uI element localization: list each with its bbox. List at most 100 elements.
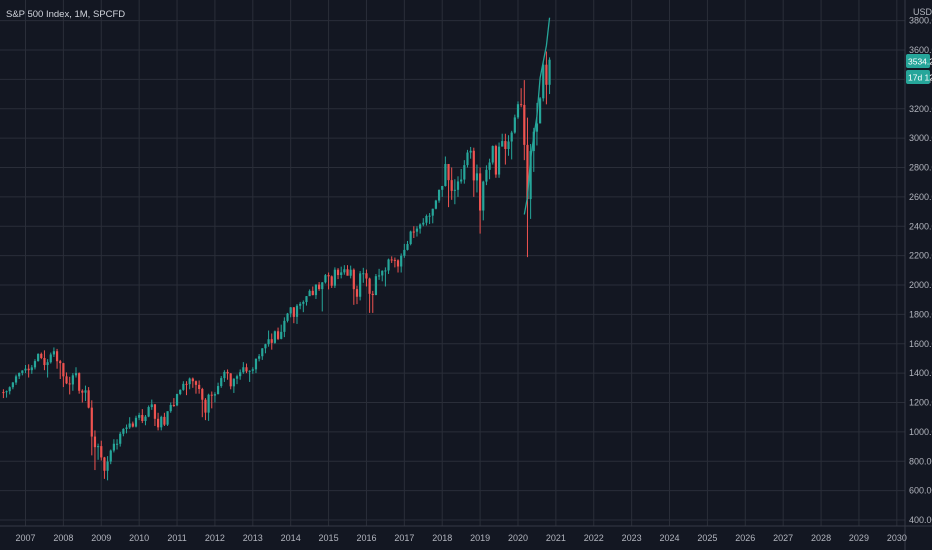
candle-body — [501, 141, 504, 147]
candle-body — [308, 290, 311, 297]
candle-body — [125, 427, 128, 429]
candle-body — [235, 376, 239, 379]
x-tick-label: 2018 — [432, 533, 452, 543]
candle-body — [198, 384, 201, 389]
x-tick-label: 2022 — [584, 533, 604, 543]
y-tick-label: 2600.00 — [909, 192, 932, 202]
candle-body — [115, 443, 119, 445]
candle-body — [267, 339, 270, 345]
candle-body — [21, 370, 24, 373]
countdown-label: 17d 12h — [908, 73, 932, 83]
candle-body — [131, 423, 134, 427]
candle-body — [141, 414, 144, 422]
x-tick-label: 2007 — [15, 533, 35, 543]
candle-body — [384, 270, 387, 272]
candle-body — [153, 404, 157, 419]
candle-body — [409, 231, 412, 245]
candle-body — [264, 344, 267, 349]
candle-body — [368, 278, 371, 294]
x-tick-label: 2019 — [470, 533, 490, 543]
candle-body — [194, 381, 198, 385]
candle-body — [65, 376, 68, 384]
x-tick-label: 2011 — [167, 533, 186, 543]
candle-body — [396, 260, 400, 267]
last-price-badge — [906, 54, 930, 68]
candle-body — [156, 418, 160, 428]
candle-body — [362, 273, 365, 275]
candle-body — [510, 132, 513, 142]
candle-body — [441, 186, 444, 190]
candle-body — [213, 394, 217, 396]
candle-body — [415, 228, 419, 232]
candle-body — [393, 259, 396, 261]
candle-body — [175, 393, 179, 406]
candle-body — [163, 416, 166, 425]
candle-body — [488, 162, 491, 170]
candle-body — [273, 331, 277, 343]
x-tick-label: 2013 — [243, 533, 263, 543]
candle-body — [513, 117, 516, 133]
candle-body — [27, 368, 30, 371]
countdown-badge — [906, 70, 930, 84]
candle-body — [292, 307, 295, 317]
y-tick-label: 3200.00 — [909, 104, 932, 114]
candle-body — [359, 273, 362, 297]
candle-body — [68, 383, 71, 385]
candle-body — [321, 282, 324, 290]
candle-body — [46, 362, 49, 366]
y-tick-label: 1200.00 — [909, 398, 932, 408]
candle-body — [11, 382, 14, 388]
candle-body — [30, 367, 33, 371]
x-tick-label: 2025 — [697, 533, 717, 543]
candle-body — [548, 59, 551, 85]
last-price-label: 3534.22 — [908, 57, 932, 67]
candle-body — [283, 320, 286, 332]
price-badges: 3534.22 17d 12h — [906, 54, 932, 84]
candle-body — [466, 152, 469, 166]
x-tick-label: 2023 — [622, 533, 642, 543]
candle-body — [377, 275, 381, 277]
candle-body — [422, 222, 425, 225]
candle-body — [258, 356, 261, 359]
y-tick-label: 400.00 — [909, 515, 932, 525]
candle-body — [469, 150, 472, 153]
candle-body — [37, 353, 40, 362]
candles — [2, 51, 551, 481]
candle-body — [210, 394, 213, 396]
candle-body — [138, 414, 141, 418]
x-tick-label: 2015 — [319, 533, 339, 543]
candle-body — [346, 269, 349, 276]
candle-body — [333, 269, 336, 286]
candle-body — [43, 357, 46, 366]
candle-body — [434, 200, 438, 209]
candle-body — [90, 407, 93, 437]
candle-body — [340, 272, 343, 276]
candle-body — [182, 383, 185, 390]
candle-body — [336, 269, 340, 276]
candle-body — [299, 303, 302, 306]
y-tick-label: 3800.00 — [909, 16, 932, 26]
candle-body — [232, 378, 235, 387]
candle-body — [450, 180, 453, 191]
candle-body — [103, 457, 106, 471]
candle-body — [185, 383, 188, 385]
candle-body — [289, 307, 292, 314]
candle-body — [460, 179, 463, 182]
candle-body — [100, 446, 103, 458]
candle-body — [516, 104, 520, 118]
candle-body — [229, 373, 232, 387]
candle-body — [295, 305, 299, 317]
candle-body — [425, 215, 428, 223]
candle-body — [497, 146, 501, 175]
candle-body — [387, 259, 390, 271]
x-tick-label: 2010 — [129, 533, 149, 543]
candle-body — [248, 370, 251, 372]
candle-body — [78, 373, 81, 391]
candle-body — [482, 181, 485, 211]
x-tick-label: 2012 — [205, 533, 225, 543]
x-tick-label: 2009 — [91, 533, 111, 543]
candle-body — [223, 371, 226, 379]
